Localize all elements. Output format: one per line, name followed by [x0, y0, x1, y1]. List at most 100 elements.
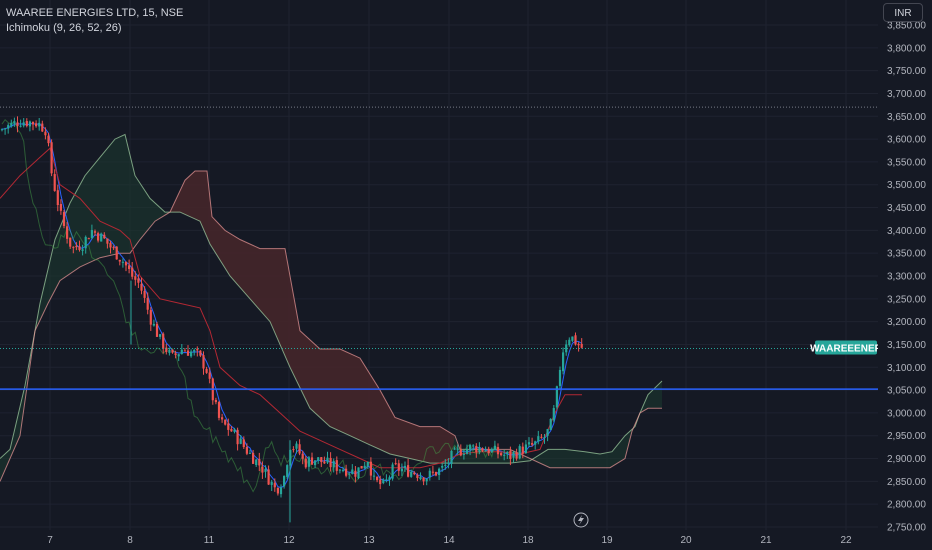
candle — [515, 448, 518, 461]
candle — [571, 336, 574, 343]
candle — [217, 401, 221, 421]
candle — [372, 469, 376, 481]
candle — [31, 121, 35, 131]
price-tick-label: 3,650.00 — [887, 112, 926, 123]
symbol-price-tag[interactable]: WAAREEENER — [810, 340, 883, 355]
candle — [345, 464, 348, 478]
horizontal-line-group: WAAREEENER3,141.0008:283,052.15 — [0, 106, 929, 397]
candle — [363, 461, 366, 470]
candle — [59, 199, 62, 215]
candle — [310, 452, 314, 465]
candle — [252, 449, 255, 464]
candle — [112, 245, 115, 250]
candle — [286, 464, 289, 479]
event-marker[interactable] — [573, 512, 589, 528]
price-tick-label: 3,100.00 — [887, 363, 926, 374]
chart-grid — [0, 0, 878, 540]
time-tick-label: 19 — [601, 535, 613, 546]
candle — [509, 446, 512, 466]
candle — [93, 229, 97, 236]
candle — [580, 338, 583, 349]
kumo-fill-bear — [165, 171, 455, 464]
candle — [481, 447, 484, 453]
price-tick-label: 3,150.00 — [887, 340, 926, 351]
candle — [450, 450, 453, 469]
candle — [143, 286, 146, 303]
price-tick-label: 2,750.00 — [887, 523, 926, 534]
lightning-icon-bolt — [578, 515, 584, 525]
candle — [413, 471, 416, 476]
candle — [267, 465, 270, 485]
candle — [183, 348, 186, 352]
indicator-title[interactable]: Ichimoku (9, 26, 52, 26) — [6, 22, 122, 34]
price-tick-label: 3,250.00 — [887, 294, 926, 305]
candle — [565, 340, 568, 356]
candle — [459, 444, 462, 457]
candle — [444, 459, 447, 470]
candle — [165, 343, 168, 355]
candle — [115, 246, 118, 260]
price-tick-label: 3,750.00 — [887, 66, 926, 77]
price-tick-label: 2,950.00 — [887, 431, 926, 442]
candle — [106, 238, 109, 249]
candle — [134, 271, 137, 286]
candle — [462, 448, 465, 460]
candle — [149, 307, 152, 331]
candle — [537, 430, 540, 445]
time-tick-label: 13 — [363, 535, 375, 546]
candle — [493, 440, 496, 451]
candle — [118, 259, 121, 266]
candle — [472, 444, 475, 451]
candle — [276, 487, 279, 496]
candle — [62, 209, 66, 229]
candle — [332, 458, 335, 473]
candle — [124, 261, 128, 272]
symbol-title[interactable]: WAAREE ENERGIES LTD, 15, NSE — [6, 7, 184, 19]
candle — [360, 465, 363, 469]
candle — [521, 442, 524, 459]
candle — [292, 446, 295, 453]
candle — [100, 232, 103, 242]
price-tick-label: 3,850.00 — [887, 21, 926, 32]
candle — [205, 366, 208, 374]
candle — [335, 456, 338, 475]
candle — [242, 436, 245, 449]
candle — [341, 466, 345, 473]
candle — [295, 441, 298, 454]
time-tick-label: 11 — [204, 535, 215, 546]
candle — [81, 244, 84, 256]
currency-button[interactable]: INR — [883, 3, 923, 22]
candle — [397, 459, 400, 476]
time-tick-label: 18 — [522, 535, 534, 546]
candle — [75, 242, 78, 251]
candle — [50, 139, 53, 177]
price-tick-label: 3,700.00 — [887, 89, 926, 100]
candle — [41, 120, 44, 133]
candle — [168, 347, 171, 356]
candle — [180, 344, 183, 355]
price-tick-label: 3,200.00 — [887, 317, 926, 328]
candle — [47, 132, 50, 147]
candle — [16, 116, 19, 133]
time-tick-label: 21 — [760, 535, 772, 546]
candle — [382, 478, 385, 485]
candle — [7, 123, 10, 134]
candle — [304, 456, 307, 469]
candle — [524, 440, 527, 454]
candle — [400, 463, 403, 477]
candle — [447, 458, 450, 469]
candle — [258, 452, 261, 472]
candle — [279, 484, 283, 498]
price-tick-label: 3,300.00 — [887, 272, 926, 283]
candle — [196, 346, 199, 357]
candle — [438, 467, 441, 481]
candle — [558, 366, 562, 390]
base-line — [0, 147, 582, 469]
candle — [10, 119, 13, 128]
price-tick-label: 3,500.00 — [887, 180, 926, 191]
candle — [273, 478, 276, 492]
candle — [146, 292, 149, 315]
candle — [441, 463, 444, 472]
time-tick-label: 8 — [127, 535, 133, 546]
